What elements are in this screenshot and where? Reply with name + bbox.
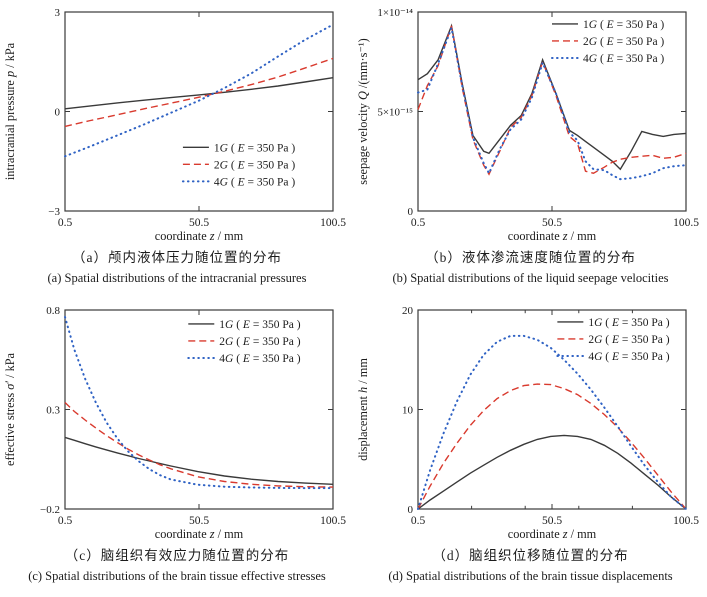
y-tick-label: −0.2 <box>40 504 60 516</box>
legend: 1G ( E = 350 Pa ) 2G ( E = 350 Pa ) 4G ( E… <box>551 19 664 65</box>
legend-label-4G: 4G ( E = 350 Pa ) <box>219 353 300 365</box>
caption-c-zh: （c）脑组织有效应力随位置的分布 <box>64 548 290 563</box>
caption-d-zh: （d）脑组织位移随位置的分布 <box>432 548 629 563</box>
y-tick-label: 5×10⁻¹⁵ <box>377 106 413 118</box>
legend-label-2G: 2G ( E = 350 Pa ) <box>213 159 294 171</box>
legend-label-4G: 4G ( E = 350 Pa ) <box>583 53 664 65</box>
caption-a-zh: （a）颅内液体压力随位置的分布 <box>72 250 282 265</box>
series-line-1G <box>64 77 333 110</box>
series-line-2G <box>417 25 687 176</box>
y-axis-label: intracranial pressure p / kPa <box>3 42 17 180</box>
chart-seepage-velocity: 0.5 50.5 100.5 0 5×10⁻¹⁵ 1×10⁻¹⁴ coordinate z … <box>356 7 699 243</box>
series-line-4G <box>63 316 334 490</box>
x-tick-label: 0.5 <box>411 515 426 527</box>
series-lines <box>417 23 687 181</box>
x-axis-label: coordinate z / mm <box>154 527 243 541</box>
caption-d-en: (d) Spatial distributions of the brain t… <box>388 568 673 583</box>
legend-label-1G: 1G ( E = 350 Pa ) <box>213 142 294 154</box>
caption-b-en: (b) Spatial distributions of the liquid … <box>392 270 669 285</box>
series-lines <box>63 23 334 158</box>
x-axis-label: coordinate z / mm <box>508 229 597 243</box>
panel-c: 0.5 50.5 100.5 −0.2 0.3 0.8 coordinate z / mm e… <box>0 298 354 597</box>
legend-label-1G: 1G ( E = 350 Pa ) <box>588 317 669 329</box>
legend-label-4G: 4G ( E = 350 Pa ) <box>588 351 669 363</box>
y-axis-label: effective stress σ′ / kPa <box>3 352 17 466</box>
panel-b: 0.5 50.5 100.5 0 5×10⁻¹⁵ 1×10⁻¹⁴ coordinate z … <box>354 0 707 298</box>
series-line-1G <box>417 434 687 510</box>
series-line-4G <box>63 23 334 158</box>
chart-effective-stress: 0.5 50.5 100.5 −0.2 0.3 0.8 coordinate z / mm e… <box>3 305 346 541</box>
caption-c-en: (c) Spatial distributions of the brain t… <box>28 568 326 583</box>
axis-tick-labels: 0.5 50.5 100.5 0 10 20 <box>402 305 699 527</box>
series-line-2G <box>64 401 333 488</box>
legend: 1G ( E = 350 Pa ) 2G ( E = 350 Pa ) 4G ( E… <box>556 317 670 363</box>
series-line-1G <box>64 436 333 485</box>
legend-label-2G: 2G ( E = 350 Pa ) <box>588 334 669 346</box>
axis-ticks <box>64 11 333 212</box>
x-tick-label: 0.5 <box>411 217 426 229</box>
chart-displacement: 0.5 50.5 100.5 0 10 20 coordinate z / mm displa… <box>356 305 699 541</box>
axis-tick-labels: 0.5 50.5 100.5 0 5×10⁻¹⁵ 1×10⁻¹⁴ <box>377 7 699 229</box>
y-tick-label: 20 <box>402 305 414 317</box>
series-line-2G <box>64 57 333 128</box>
caption-a-en: (a) Spatial distributions of the intracr… <box>47 270 307 285</box>
y-tick-label: 0 <box>408 206 414 218</box>
x-tick-label: 100.5 <box>320 217 346 229</box>
y-tick-label: 0.8 <box>46 305 60 317</box>
y-tick-label: 10 <box>402 404 414 416</box>
y-axis-label: displacement h / mm <box>356 358 370 461</box>
legend: 1G ( E = 350 Pa ) 2G ( E = 350 Pa ) 4G ( E… <box>181 142 295 188</box>
legend-label-4G: 4G ( E = 350 Pa ) <box>213 176 294 188</box>
series-lines <box>417 334 687 510</box>
axis-tick-labels: 0.5 50.5 100.5 −3 0 3 <box>48 7 346 229</box>
x-tick-label: 0.5 <box>57 217 72 229</box>
x-tick-label: 100.5 <box>320 515 346 527</box>
y-tick-label: 1×10⁻¹⁴ <box>377 7 413 19</box>
axis-ticks <box>64 309 333 510</box>
legend-label-2G: 2G ( E = 350 Pa ) <box>219 336 300 348</box>
y-tick-label: 0 <box>54 106 60 118</box>
y-tick-label: 0 <box>408 504 414 516</box>
y-axis-label: seepage velocity Q /(mm·s⁻¹) <box>356 38 370 184</box>
y-tick-label: 3 <box>54 7 60 19</box>
y-tick-label: −3 <box>48 206 60 218</box>
chart-intracranial-pressure: 0.5 50.5 100.5 −3 0 3 coordinate z / mm intracr… <box>3 7 346 243</box>
x-tick-label: 100.5 <box>673 515 699 527</box>
x-tick-label: 0.5 <box>57 515 72 527</box>
x-tick-label: 50.5 <box>542 217 562 229</box>
x-tick-label: 50.5 <box>542 515 562 527</box>
series-line-2G <box>417 383 687 510</box>
x-axis-label: coordinate z / mm <box>154 229 243 243</box>
series-lines <box>63 316 334 490</box>
panel-d: 0.5 50.5 100.5 0 10 20 coordinate z / mm displa… <box>354 298 707 597</box>
axis-tick-labels: 0.5 50.5 100.5 −0.2 0.3 0.8 <box>40 305 346 527</box>
legend-label-2G: 2G ( E = 350 Pa ) <box>583 36 664 48</box>
panel-a: 0.5 50.5 100.5 −3 0 3 coordinate z / mm intracr… <box>0 0 354 298</box>
legend-label-1G: 1G ( E = 350 Pa ) <box>219 319 300 331</box>
axis-ticks <box>417 11 687 212</box>
legend-label-1G: 1G ( E = 350 Pa ) <box>583 19 664 31</box>
x-tick-label: 50.5 <box>188 515 208 527</box>
series-line-4G <box>417 24 687 181</box>
x-axis-label: coordinate z / mm <box>508 527 597 541</box>
legend: 1G ( E = 350 Pa ) 2G ( E = 350 Pa ) 4G ( E… <box>186 319 300 365</box>
x-tick-label: 50.5 <box>188 217 208 229</box>
y-tick-label: 0.3 <box>46 404 60 416</box>
caption-b-zh: （b）液体渗流速度随位置的分布 <box>425 250 636 265</box>
x-tick-label: 100.5 <box>673 217 699 229</box>
series-line-4G <box>417 334 687 510</box>
